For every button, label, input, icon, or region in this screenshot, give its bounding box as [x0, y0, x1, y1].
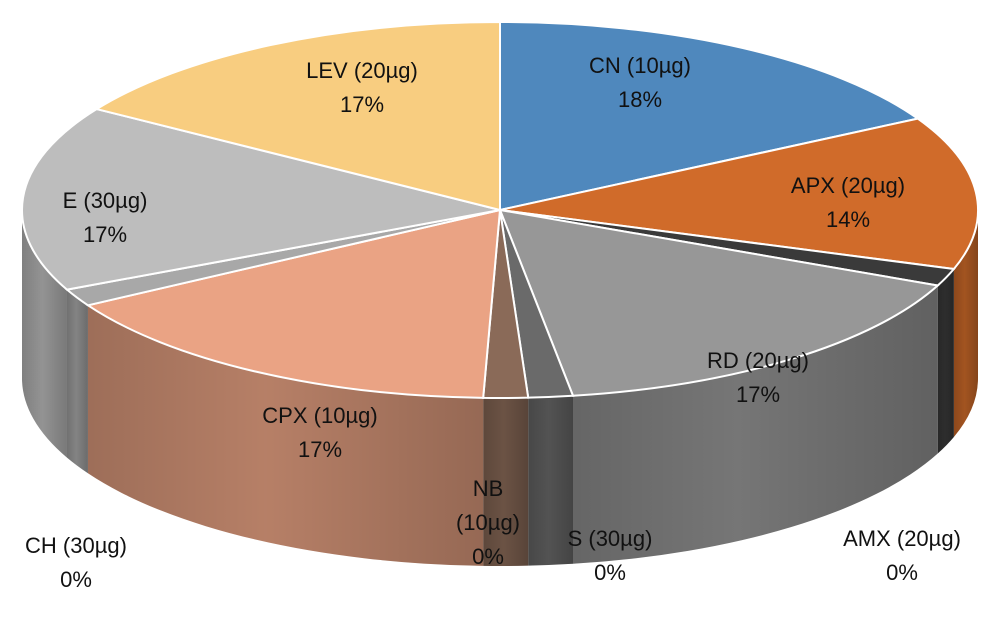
data-label-rd: RD (20µg) 17%: [707, 348, 809, 407]
pie-slice-cpx: [85, 208, 502, 399]
data-label-ch: CH (30µg) 0%: [25, 533, 127, 592]
pie-side-shade-cpx: [87, 305, 484, 566]
data-label-nb: NB (10µg) 0%: [456, 476, 520, 569]
pie-side-shade-ch: [66, 289, 88, 474]
data-label-apx: APX (20µg) 14%: [791, 173, 905, 232]
pie-slice-lev: [94, 20, 501, 212]
pie-sides: [21, 210, 978, 566]
data-label-e: E (30µg) 17%: [63, 188, 148, 247]
data-labels: CN (10µg) 18% APX (20µg) 14% AMX (20µg) 0% RD …: [25, 53, 961, 592]
data-label-s: S (30µg) 0%: [568, 526, 653, 585]
pie-slice-apx: [499, 117, 979, 271]
data-label-cpx: CPX (10µg) 17%: [262, 403, 377, 462]
data-label-amx: AMX (20µg) 0%: [843, 526, 961, 585]
data-label-lev: LEV (20µg) 17%: [306, 58, 418, 117]
pie-side-shade-rd: [573, 285, 938, 564]
pie-side-shade-s: [528, 395, 573, 566]
pie-slices: [21, 20, 979, 399]
pie-side-shade-e: [21, 210, 67, 458]
pie-side-shade-nb: [483, 397, 529, 566]
pie-slice-e: [21, 107, 501, 291]
pie-side-shade-amx: [937, 268, 954, 454]
pie-slice-cn: [499, 20, 921, 212]
pie-slice-rd: [498, 208, 940, 397]
data-label-cn: CN (10µg) 18%: [589, 53, 691, 112]
pie-side-shade-apx: [953, 210, 978, 437]
